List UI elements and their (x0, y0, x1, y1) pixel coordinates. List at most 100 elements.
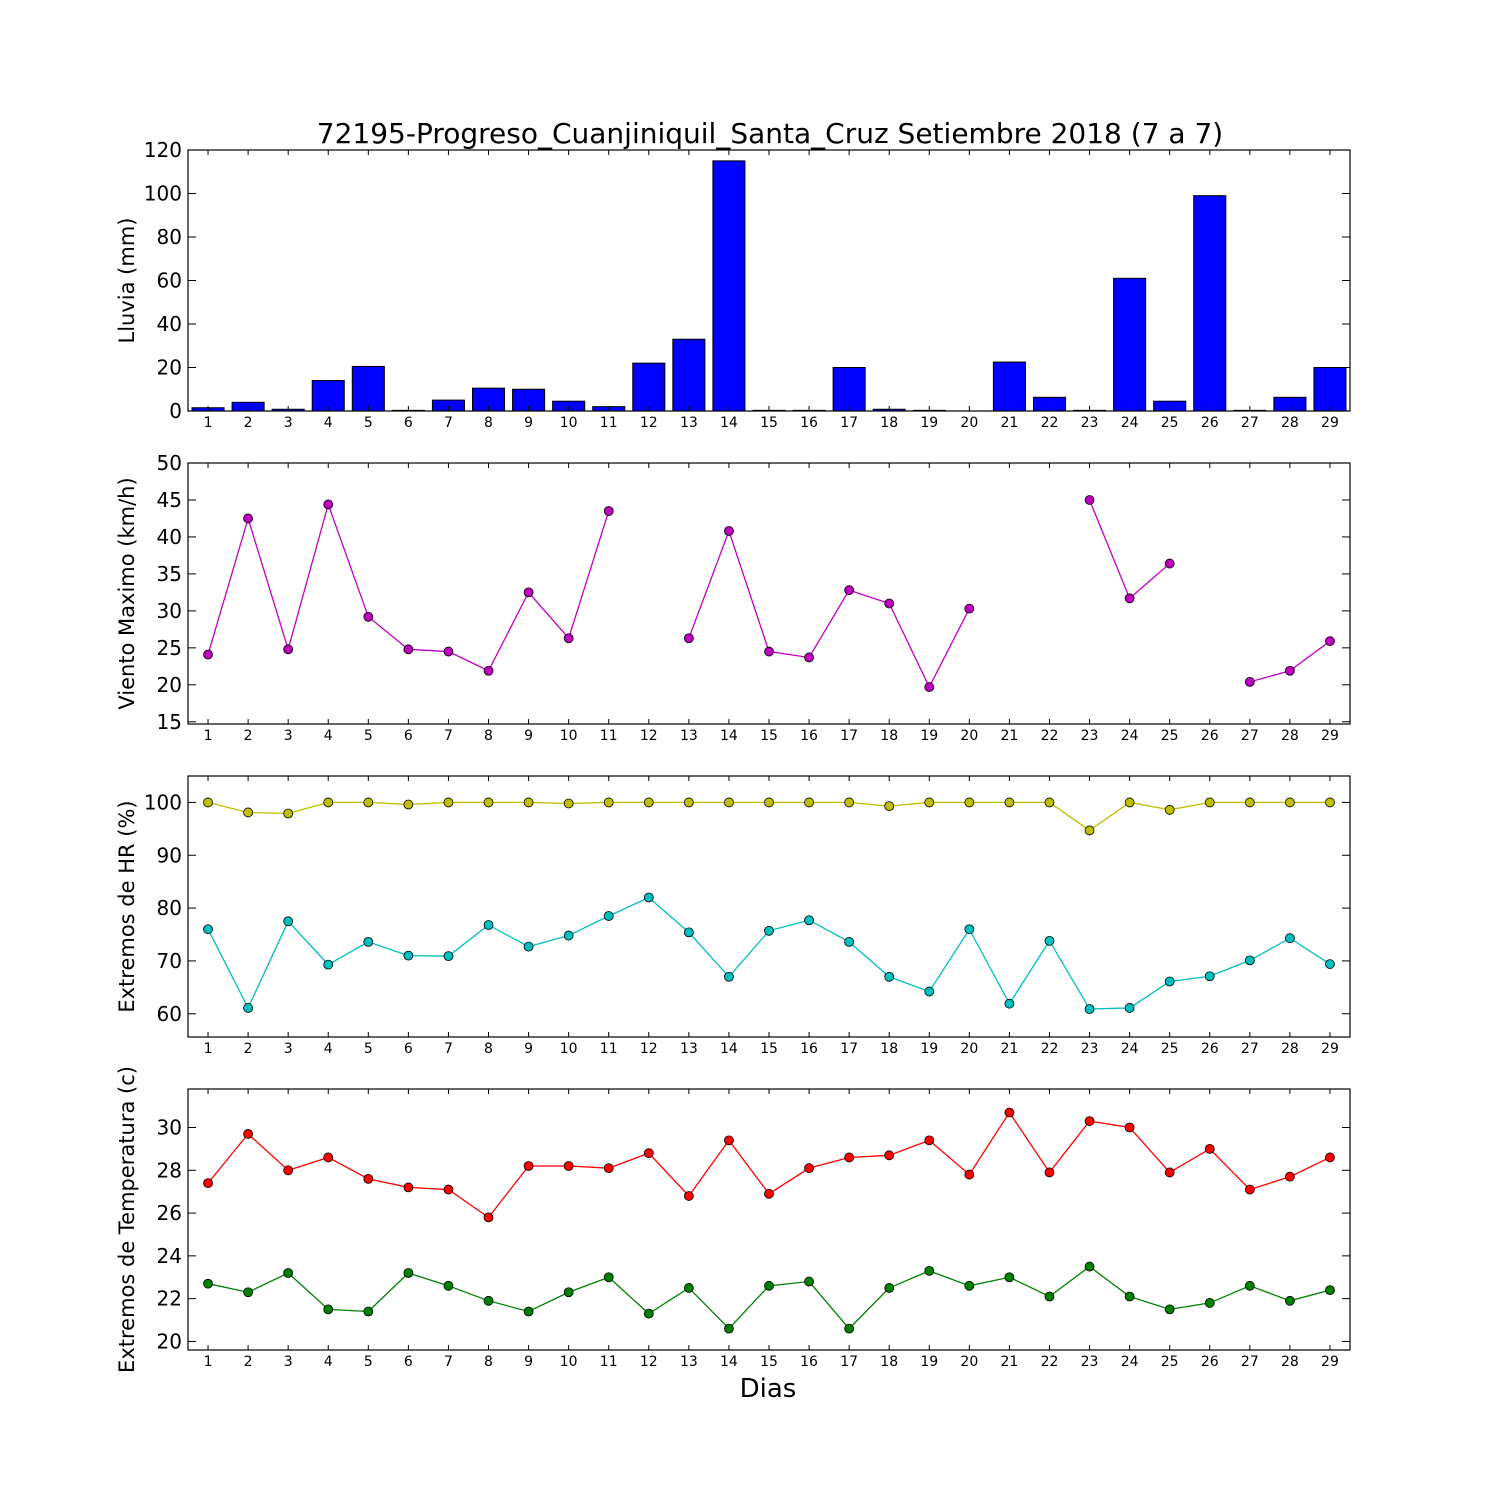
y-tick-label: 100 (144, 182, 182, 206)
x-tick-label: 28 (1281, 1354, 1299, 1370)
data-point (1084, 1004, 1095, 1014)
y-tick-label: 40 (157, 312, 182, 336)
x-tick-label: 17 (840, 1354, 858, 1370)
data-point (203, 924, 213, 935)
y-tick-label: 24 (157, 1244, 182, 1268)
rain-bar (672, 338, 706, 412)
y-tick-label: 45 (157, 488, 182, 512)
x-tick-label: 14 (720, 415, 738, 431)
data-point (323, 499, 334, 510)
data-point (363, 797, 374, 808)
x-tick-label: 9 (524, 415, 533, 431)
data-point (243, 513, 254, 524)
data-point (403, 1182, 414, 1193)
data-point (764, 646, 774, 657)
rain-bar (712, 160, 746, 412)
data-point (924, 986, 935, 997)
x-tick-label: 3 (284, 728, 293, 744)
rain-bar (1113, 277, 1147, 412)
data-point (603, 1272, 614, 1283)
data-point (243, 1129, 254, 1139)
x-tick-label: 19 (920, 1354, 938, 1370)
x-tick-label: 24 (1121, 728, 1139, 744)
y-axis-label: Extremos de HR (%) (115, 800, 139, 1012)
data-point (884, 1150, 895, 1161)
x-tick-label: 1 (204, 1041, 213, 1057)
data-point (1244, 1280, 1255, 1291)
x-tick-label: 26 (1201, 1354, 1219, 1370)
axes-frame (187, 775, 1351, 1038)
data-point (884, 801, 895, 812)
rain-bar (1193, 195, 1227, 412)
x-tick-label: 28 (1281, 728, 1299, 744)
data-point (483, 665, 494, 676)
x-tick-label: 6 (404, 728, 413, 744)
data-point (323, 959, 334, 970)
y-tick-label: 25 (157, 636, 182, 660)
data-point (1044, 1167, 1055, 1178)
axes-frame (187, 462, 1351, 725)
x-tick-label: 3 (284, 1354, 293, 1370)
x-tick-label: 8 (484, 1354, 493, 1370)
y-tick-label: 20 (157, 673, 182, 697)
x-tick-label: 12 (640, 1354, 658, 1370)
x-tick-label: 16 (800, 1354, 818, 1370)
data-point (323, 1152, 334, 1163)
data-point (1285, 933, 1295, 944)
data-point (363, 1173, 374, 1184)
data-point (724, 971, 734, 982)
x-tick-label: 7 (444, 415, 453, 431)
data-point (323, 797, 334, 808)
data-point (483, 797, 494, 808)
data-point (283, 1268, 294, 1278)
y-axis-label: Viento Maximo (km/h) (115, 477, 139, 709)
x-tick-label: 23 (1081, 1354, 1099, 1370)
data-point (1004, 797, 1015, 808)
data-point (884, 971, 895, 982)
data-point (844, 1323, 855, 1334)
x-tick-label: 5 (364, 1041, 373, 1057)
data-point (1004, 1272, 1015, 1283)
x-tick-label: 29 (1321, 1354, 1339, 1370)
data-point (643, 797, 654, 808)
x-tick-label: 7 (444, 1354, 453, 1370)
data-point (1325, 636, 1335, 647)
data-point (1204, 971, 1215, 982)
data-point (483, 920, 494, 930)
y-tick-label: 15 (157, 710, 182, 734)
x-tick-label: 1 (204, 415, 213, 431)
data-point (523, 941, 534, 952)
data-point (804, 1276, 814, 1287)
x-tick-label: 24 (1121, 1354, 1139, 1370)
x-tick-label: 11 (600, 415, 618, 431)
data-point (844, 797, 855, 808)
x-tick-label: 28 (1281, 1041, 1299, 1057)
data-point (363, 937, 374, 947)
data-point (1164, 976, 1175, 987)
x-tick-label: 25 (1161, 415, 1179, 431)
data-point (203, 1278, 213, 1289)
x-tick-label: 14 (720, 728, 738, 744)
data-point (724, 1323, 734, 1334)
data-point (764, 1280, 774, 1291)
x-tick-label: 13 (680, 1041, 698, 1057)
data-point (964, 603, 975, 614)
data-point (1325, 1285, 1335, 1295)
data-point (1124, 1122, 1135, 1133)
x-tick-label: 16 (800, 415, 818, 431)
data-point (924, 1135, 935, 1146)
data-point (1044, 935, 1055, 946)
rain-bar (832, 367, 866, 412)
x-tick-label: 9 (524, 728, 533, 744)
data-point (724, 1135, 734, 1146)
x-tick-label: 22 (1041, 415, 1059, 431)
data-point (1285, 1171, 1295, 1182)
x-tick-label: 21 (1000, 1354, 1018, 1370)
x-tick-label: 18 (880, 728, 898, 744)
data-point (683, 797, 694, 808)
